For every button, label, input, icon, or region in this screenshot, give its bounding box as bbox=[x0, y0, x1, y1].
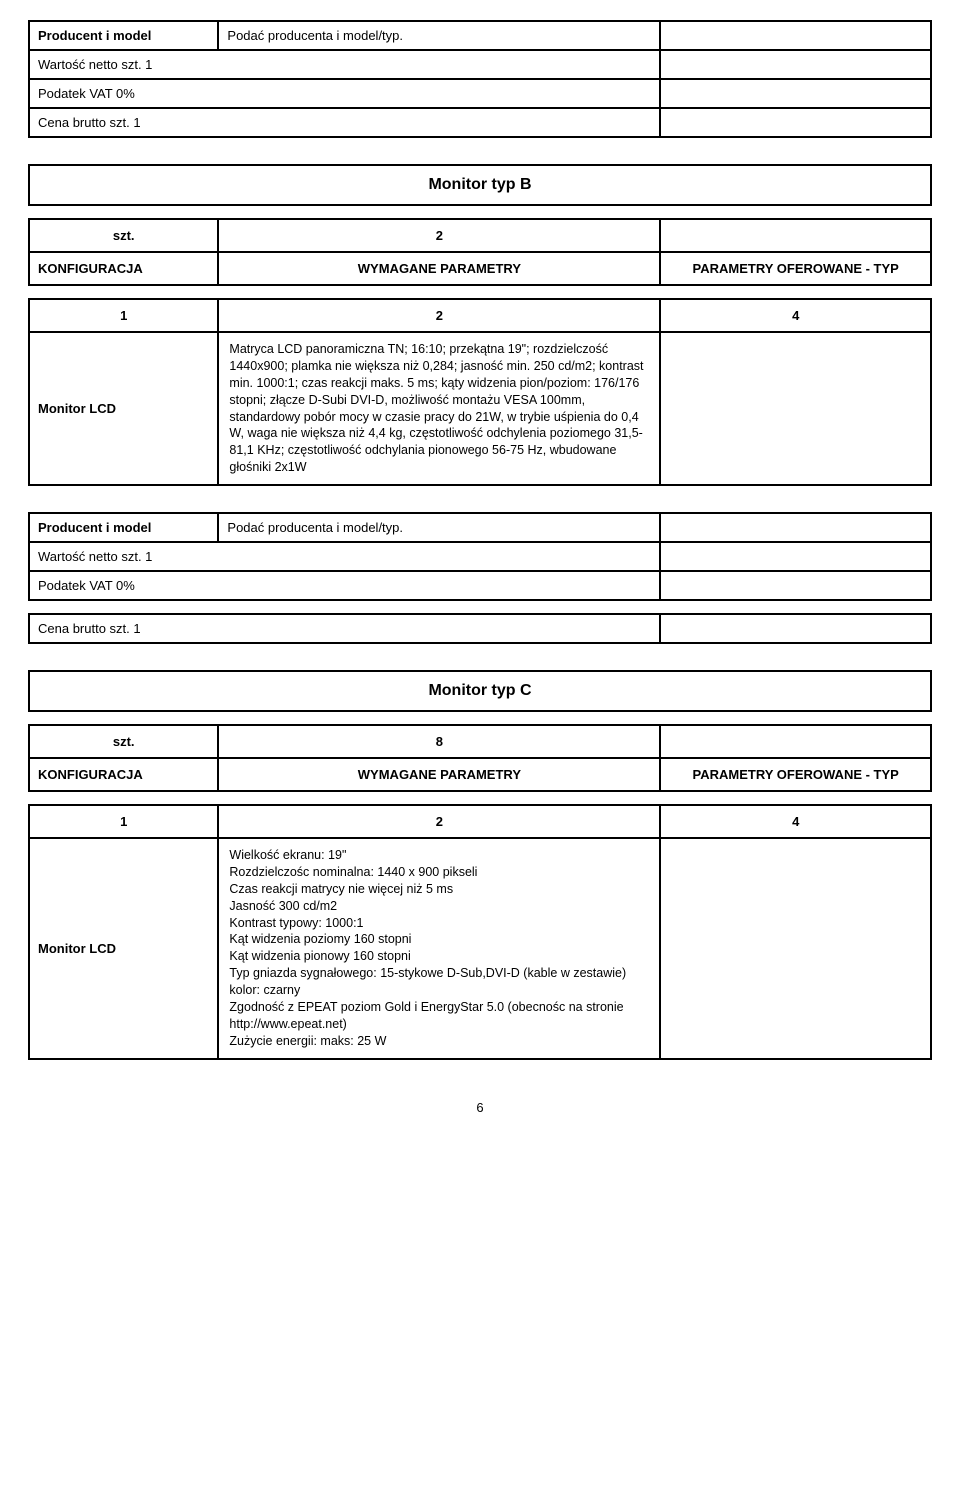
gross-field-b bbox=[660, 614, 931, 643]
monitor-c-title-table: Monitor typ C bbox=[28, 670, 932, 712]
num2: 2 bbox=[218, 299, 660, 332]
page-number: 6 bbox=[28, 1100, 932, 1115]
monitor-b-header-table: szt. 2 KONFIGURACJA WYMAGANE PARAMETRY P… bbox=[28, 218, 932, 286]
monitor-c-spec-text: Wielkość ekranu: 19"Rozdzielczośc nomina… bbox=[218, 838, 660, 1059]
hdr-config-c: KONFIGURACJA bbox=[29, 758, 218, 791]
vat-label: Podatek VAT 0% bbox=[29, 79, 660, 108]
net-value-field bbox=[660, 50, 931, 79]
gross-label-b: Cena brutto szt. 1 bbox=[29, 614, 660, 643]
net-value-field-b bbox=[660, 542, 931, 571]
qty-value: 2 bbox=[218, 219, 660, 252]
gross-label: Cena brutto szt. 1 bbox=[29, 108, 660, 137]
num2-c: 2 bbox=[218, 805, 660, 838]
mid-price-table-gross: Cena brutto szt. 1 bbox=[28, 613, 932, 644]
vat-field bbox=[660, 79, 931, 108]
monitor-b-spec-text: Matryca LCD panoramiczna TN; 16:10; prze… bbox=[218, 332, 660, 485]
mid-price-table: Producent i model Podać producenta i mod… bbox=[28, 512, 932, 601]
num1-c: 1 bbox=[29, 805, 218, 838]
hdr-required: WYMAGANE PARAMETRY bbox=[218, 252, 660, 285]
monitor-b-title-table: Monitor typ B bbox=[28, 164, 932, 206]
hdr-config: KONFIGURACJA bbox=[29, 252, 218, 285]
producer-label-b: Producent i model bbox=[29, 513, 218, 542]
monitor-b-offered bbox=[660, 332, 931, 485]
producer-label: Producent i model bbox=[29, 21, 218, 50]
net-value-label: Wartość netto szt. 1 bbox=[29, 50, 660, 79]
top-price-table: Producent i model Podać producenta i mod… bbox=[28, 20, 932, 138]
gross-field bbox=[660, 108, 931, 137]
num1: 1 bbox=[29, 299, 218, 332]
monitor-c-header-table: szt. 8 KONFIGURACJA WYMAGANE PARAMETRY P… bbox=[28, 724, 932, 792]
vat-field-b bbox=[660, 571, 931, 600]
monitor-c-title: Monitor typ C bbox=[29, 671, 931, 711]
producer-value: Podać producenta i model/typ. bbox=[218, 21, 660, 50]
monitor-b-num-table: 1 2 4 Monitor LCD Matryca LCD panoramicz… bbox=[28, 298, 932, 486]
qty-value-c: 8 bbox=[218, 725, 660, 758]
monitor-c-offered bbox=[660, 838, 931, 1059]
hdr-offered: PARAMETRY OFEROWANE - TYP bbox=[660, 252, 931, 285]
monitor-b-title: Monitor typ B bbox=[29, 165, 931, 205]
qty-label-c: szt. bbox=[29, 725, 218, 758]
monitor-c-spec-label: Monitor LCD bbox=[29, 838, 218, 1059]
hdr-required-c: WYMAGANE PARAMETRY bbox=[218, 758, 660, 791]
hdr-offered-c: PARAMETRY OFEROWANE - TYP bbox=[660, 758, 931, 791]
qty-blank bbox=[660, 219, 931, 252]
num3-c: 4 bbox=[660, 805, 931, 838]
producer-offered bbox=[660, 21, 931, 50]
qty-label: szt. bbox=[29, 219, 218, 252]
monitor-c-num-table: 1 2 4 Monitor LCD Wielkość ekranu: 19"Ro… bbox=[28, 804, 932, 1060]
monitor-b-spec-label: Monitor LCD bbox=[29, 332, 218, 485]
producer-offered-b bbox=[660, 513, 931, 542]
producer-value-b: Podać producenta i model/typ. bbox=[218, 513, 660, 542]
net-value-label-b: Wartość netto szt. 1 bbox=[29, 542, 660, 571]
num3: 4 bbox=[660, 299, 931, 332]
vat-label-b: Podatek VAT 0% bbox=[29, 571, 660, 600]
qty-blank-c bbox=[660, 725, 931, 758]
